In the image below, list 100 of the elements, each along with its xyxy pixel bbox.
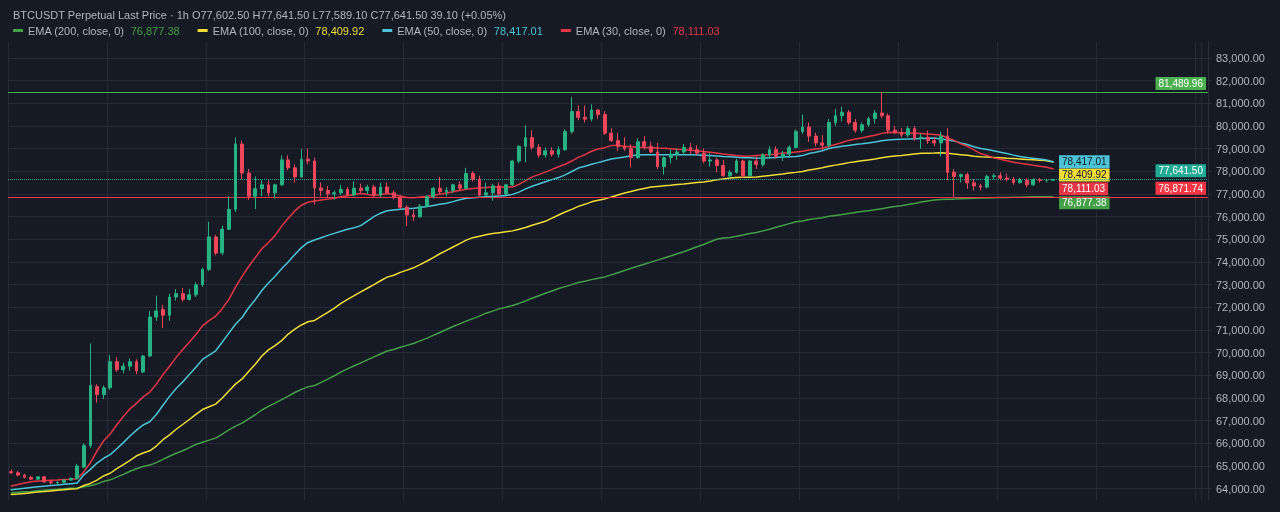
candlestick (168, 293, 171, 322)
candlestick (1018, 177, 1022, 185)
ref-line-label: 81,489.96 (1158, 78, 1204, 90)
candlestick (530, 129, 534, 151)
y-tick-label: 77,000.00 (1216, 187, 1265, 200)
y-tick-label: 81,000.00 (1216, 97, 1265, 110)
legend-label: EMA (200, close, 0) (28, 24, 131, 37)
candlestick (932, 136, 936, 147)
candlestick (543, 146, 547, 159)
candlestick (42, 475, 46, 484)
candlestick (629, 143, 633, 168)
candlestick (979, 183, 982, 192)
candlestick (609, 127, 613, 143)
data-label: 76,877.38 (1062, 197, 1107, 209)
candlestick (1012, 176, 1015, 186)
candlestick (405, 204, 409, 227)
candlestick (741, 159, 745, 179)
candlestick (656, 142, 659, 170)
candlestick (867, 116, 870, 128)
data-label: 78,409.92 (1062, 169, 1107, 181)
candlestick (900, 127, 903, 138)
y-tick-label: 73,000.00 (1216, 278, 1265, 291)
candlestick (121, 362, 125, 374)
candlestick (247, 168, 251, 201)
candlestick (425, 194, 429, 209)
candlestick (181, 287, 185, 303)
candlestick (847, 109, 851, 126)
candlestick (23, 473, 26, 479)
text: 78,409.92 (315, 24, 365, 37)
candlestick (820, 134, 824, 151)
candlestick (959, 173, 963, 184)
candlestick (834, 108, 837, 127)
candlestick (675, 148, 679, 161)
y-tick-label: 67,000.00 (1216, 414, 1265, 427)
candlestick (385, 182, 389, 195)
candlestick (840, 106, 844, 122)
candlestick (418, 203, 422, 219)
candlestick (557, 145, 560, 159)
y-tick-label: 75,000.00 (1216, 233, 1265, 246)
candlestick (89, 343, 92, 449)
candlestick (161, 304, 165, 329)
candlestick (787, 144, 791, 159)
candlestick (220, 225, 224, 256)
candlestick (807, 121, 811, 143)
candlestick (682, 143, 686, 156)
candlestick (332, 190, 336, 201)
candlestick (708, 152, 712, 168)
y-tick-label: 80,000.00 (1216, 119, 1265, 132)
candlestick (29, 475, 33, 481)
candlestick (946, 127, 949, 181)
candlestick (135, 358, 138, 375)
candlestick (754, 154, 758, 170)
candlestick (491, 183, 495, 202)
candlestick (761, 152, 765, 168)
candlestick (735, 158, 738, 175)
candlestick (689, 142, 692, 155)
candlestick (814, 132, 818, 147)
y-tick-label: 70,000.00 (1216, 346, 1265, 359)
candlestick (187, 288, 191, 301)
candlestick (504, 183, 508, 196)
candlestick (56, 480, 59, 486)
candlestick (346, 186, 349, 197)
candlestick (326, 185, 330, 198)
candlestick (649, 141, 653, 154)
candlestick (458, 180, 462, 192)
candlestick (537, 143, 541, 159)
candlestick (438, 176, 442, 195)
candlestick (398, 194, 402, 210)
y-tick-label: 82,000.00 (1216, 74, 1265, 87)
candlestick (392, 190, 396, 201)
candlestick (906, 125, 910, 138)
candlestick (227, 195, 231, 231)
chart-title: BTCUSDT Perpetual Last Price · 1h O77,602.50 H77,641.50 L77,589.10 C77,641.50 39.10 (+0.05%) (13, 8, 506, 21)
y-tick-label: 72,000.00 (1216, 301, 1265, 314)
candlestick (253, 175, 257, 210)
y-tick-label: 78,000.00 (1216, 165, 1265, 178)
candlestick (75, 463, 79, 481)
candlestick (965, 171, 969, 190)
y-tick-label: 65,000.00 (1216, 459, 1265, 472)
candlestick (359, 183, 363, 194)
candlestick (267, 179, 270, 197)
candlestick (214, 234, 218, 256)
candlestick (478, 175, 481, 197)
candlestick (108, 354, 112, 391)
candlestick (801, 114, 804, 135)
candlestick (570, 96, 574, 135)
candlestick (886, 112, 890, 135)
candlestick (115, 356, 119, 373)
candlestick (860, 121, 864, 134)
candlestick (576, 104, 580, 121)
candlestick (715, 157, 719, 173)
candlestick (293, 163, 297, 184)
candlestick (550, 146, 554, 157)
y-tick-label: 74,000.00 (1216, 255, 1265, 268)
candlestick (596, 108, 600, 120)
candlestick (992, 173, 996, 180)
candlestick (952, 168, 956, 198)
data-label: 78,111.03 (1062, 183, 1106, 195)
candlestick (379, 182, 382, 198)
y-tick-label: 64,000.00 (1216, 482, 1265, 495)
